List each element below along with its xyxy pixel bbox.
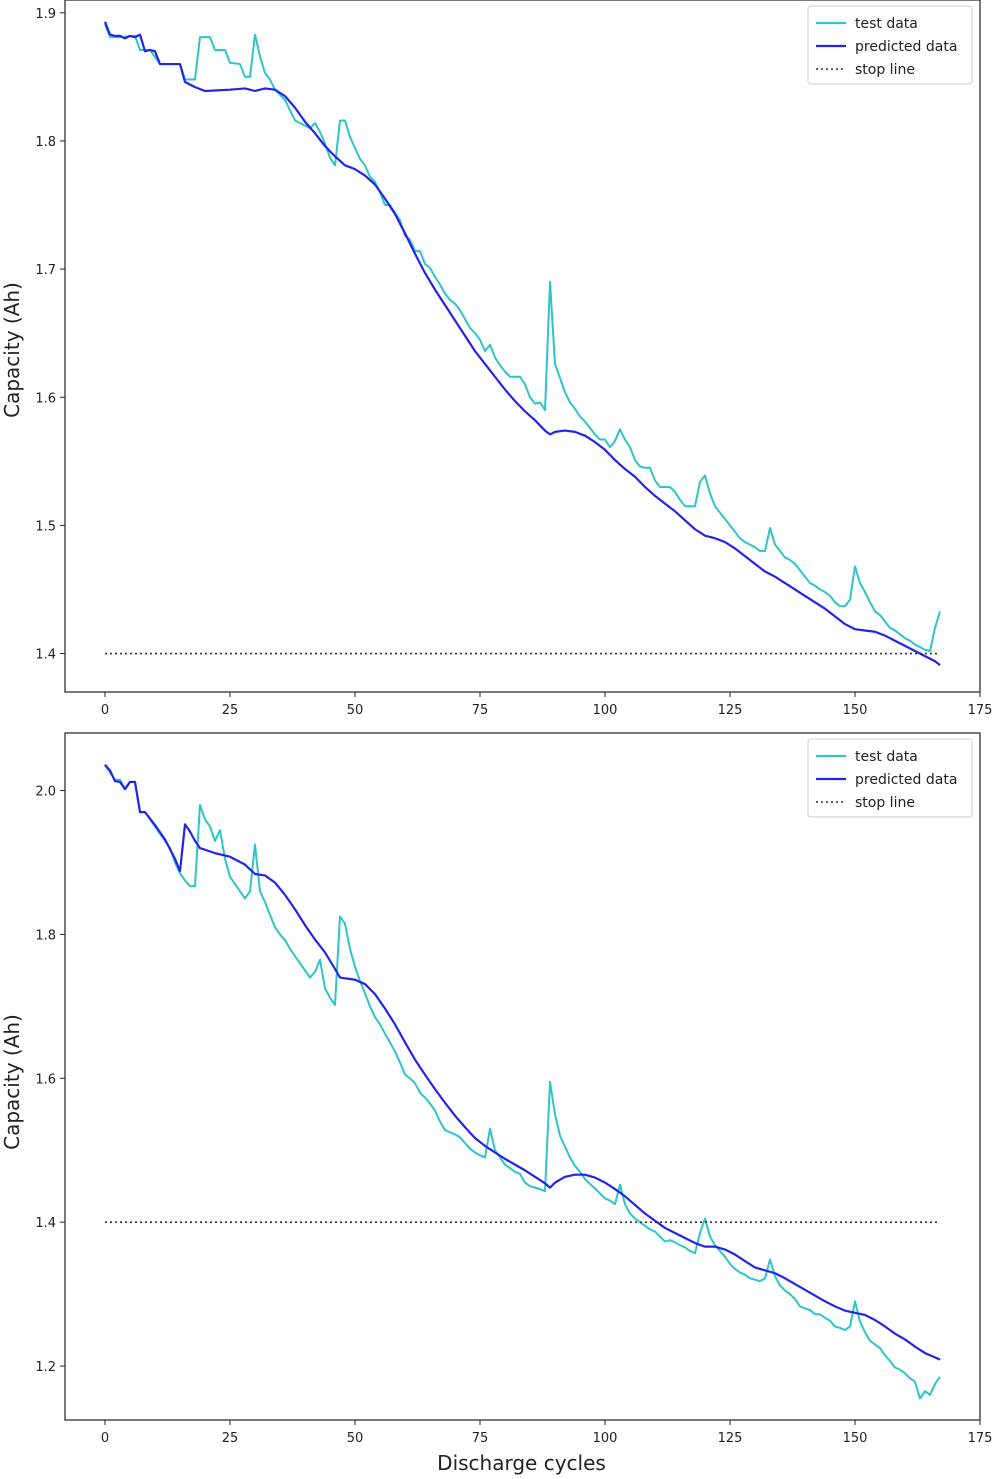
y-axis-label: Capacity (Ah) — [0, 1014, 24, 1150]
legend: test data predicted data stop line — [807, 5, 973, 85]
x-axis-label: Discharge cycles — [437, 1451, 606, 1475]
x-tick-label: 125 — [718, 1431, 743, 1446]
axes-frame — [64, 732, 981, 1421]
axes-frame — [64, 0, 981, 693]
y-tick-label: 1.6 — [35, 391, 56, 406]
bottom-capacity-plot: 0 25 50 75 100 125 150 175 1.2 1.4 1.6 1.8 2.0 Capaci… — [0, 732, 993, 1475]
legend-label: test data — [855, 749, 918, 765]
x-tick-label: 125 — [718, 703, 743, 718]
y-tick-label: 1.6 — [35, 1072, 56, 1087]
y-tick-label: 1.7 — [35, 263, 56, 278]
x-tick-label: 150 — [843, 1431, 868, 1446]
y-tick-label: 1.4 — [35, 1216, 56, 1231]
series-line-predicted-data — [104, 763, 941, 1361]
series-line-test-data — [104, 764, 941, 1400]
x-tick-label: 150 — [843, 703, 868, 718]
y-tick-label: 1.2 — [35, 1360, 56, 1375]
y-tick-label: 2.0 — [35, 785, 56, 800]
y-tick-label: 1.8 — [35, 928, 56, 943]
y-tick-label: 1.5 — [35, 519, 56, 534]
x-tick-label: 0 — [101, 703, 109, 718]
series-line-test-data — [104, 23, 941, 652]
legend-box — [807, 5, 973, 85]
legend-label: predicted data — [855, 772, 957, 788]
y-tick-label: 1.9 — [35, 7, 56, 22]
x-tick-label: 175 — [968, 1431, 993, 1446]
x-tick-label: 100 — [593, 1431, 618, 1446]
legend: test data predicted data stop line — [807, 738, 973, 818]
top-capacity-plot: 0 25 50 75 100 125 150 175 1.4 1.5 1.6 1.7 1.8 1.9 Cap… — [0, 0, 992, 718]
legend-label: predicted data — [855, 39, 957, 55]
legend-label: stop line — [855, 62, 915, 78]
x-tick-label: 0 — [101, 1431, 109, 1446]
x-tick-label: 75 — [472, 1431, 489, 1446]
x-tick-label: 100 — [593, 703, 618, 718]
y-axis-label: Capacity (Ah) — [0, 282, 24, 418]
y-tick-label: 1.4 — [35, 648, 56, 663]
x-tick-label: 50 — [347, 1431, 364, 1446]
x-tick-label: 75 — [472, 703, 489, 718]
x-tick-label: 175 — [968, 703, 993, 718]
x-tick-label: 50 — [347, 703, 364, 718]
legend-label: test data — [855, 16, 918, 32]
series-line-predicted-data — [103, 21, 941, 666]
y-tick-label: 1.8 — [35, 135, 56, 150]
legend-box — [807, 738, 973, 818]
x-tick-label: 25 — [222, 703, 239, 718]
legend-label: stop line — [855, 795, 915, 811]
x-tick-label: 25 — [222, 1431, 239, 1446]
